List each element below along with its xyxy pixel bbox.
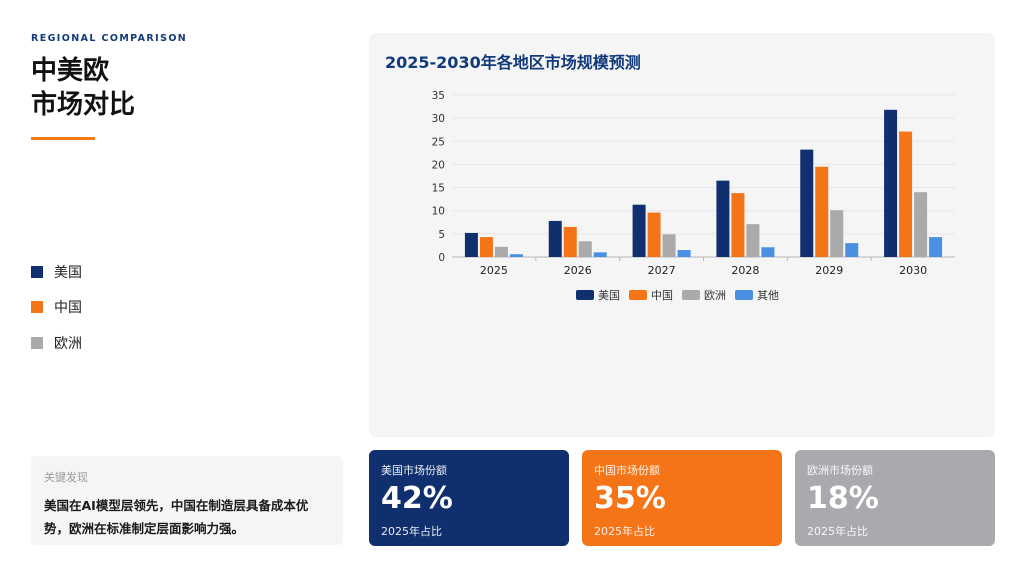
- legend-swatch: [576, 290, 594, 300]
- y-tick-label: 15: [432, 183, 445, 195]
- bar: [632, 204, 646, 257]
- x-tick-label: 2030: [899, 264, 927, 277]
- card-china-label: 中国市场份额: [594, 464, 660, 477]
- legend-swatch: [629, 290, 647, 300]
- bar: [914, 192, 928, 257]
- bar: [464, 232, 478, 257]
- card-europe-value: 18%: [807, 481, 879, 516]
- y-tick-label: 30: [432, 113, 445, 125]
- x-tick-label: 2026: [564, 264, 592, 277]
- x-tick-label: 2025: [480, 264, 508, 277]
- side-legend-swatch-china: [31, 301, 43, 314]
- key-finding-label: 关键发现: [44, 471, 88, 484]
- legend-label: 美国: [598, 289, 620, 302]
- chart-panel: 0 5 10 15 20 25 30 35 2025 2026 2027 2028 2029 2030 美国…: [369, 33, 995, 437]
- key-finding-text: 美国在AI模型层领先，中国在制造层具备成本优势，欧洲在标准制定层面影响力强。: [44, 498, 309, 536]
- card-us-share: 美国市场份额 42% 2025年占比: [369, 450, 569, 546]
- side-legend-label-china: 中国: [54, 300, 82, 317]
- bar: [479, 237, 493, 257]
- bar: [815, 166, 829, 257]
- bar: [578, 241, 592, 257]
- bar: [830, 210, 844, 257]
- bar: [845, 243, 859, 257]
- legend-swatch: [735, 290, 753, 300]
- card-us-label: 美国市场份额: [381, 464, 447, 477]
- card-us-value: 42%: [381, 481, 453, 516]
- bar: [593, 252, 607, 257]
- side-legend: 美国 中国 欧洲: [31, 254, 82, 361]
- bar: [884, 109, 898, 257]
- side-legend-label-europe: 欧洲: [54, 335, 82, 352]
- bar: [761, 247, 775, 257]
- side-legend-label-us: 美国: [54, 264, 82, 281]
- bar: [800, 149, 814, 257]
- card-us-sub: 2025年占比: [381, 525, 442, 538]
- card-china-share: 中国市场份额 35% 2025年占比: [582, 450, 782, 546]
- title-line-1: 中美欧: [31, 56, 110, 86]
- key-finding-box: 关键发现 美国在AI模型层领先，中国在制造层具备成本优势，欧洲在标准制定层面影响…: [31, 456, 343, 545]
- bar: [899, 131, 913, 257]
- y-tick-label: 35: [432, 90, 445, 102]
- x-tick-label: 2028: [731, 264, 759, 277]
- card-europe-sub: 2025年占比: [807, 525, 868, 538]
- bar: [662, 234, 676, 257]
- card-europe-label: 欧洲市场份额: [807, 464, 873, 477]
- bar: [509, 254, 523, 257]
- title-line-2: 市场对比: [31, 90, 136, 120]
- chart-title: 2025-2030年各地区市场规模预测: [385, 53, 641, 72]
- card-china-value: 35%: [594, 481, 666, 516]
- legend-label: 中国: [651, 289, 673, 302]
- x-tick-label: 2029: [815, 264, 843, 277]
- page-title: 中美欧 市场对比: [31, 54, 331, 122]
- legend-label: 欧洲: [704, 289, 726, 302]
- bar: [929, 237, 943, 257]
- side-legend-swatch-us: [31, 265, 43, 278]
- title-accent-bar: [31, 137, 95, 140]
- side-legend-item-us: 美国: [31, 254, 82, 290]
- y-tick-label: 5: [438, 229, 445, 241]
- y-tick-label: 10: [432, 206, 445, 218]
- bar: [548, 220, 562, 257]
- card-europe-share: 欧洲市场份额 18% 2025年占比: [795, 450, 995, 546]
- bar: [731, 193, 745, 257]
- legend-label: 其他: [757, 289, 779, 302]
- side-legend-item-europe: 欧洲: [31, 325, 82, 361]
- eyebrow-label: REGIONAL COMPARISON: [31, 33, 188, 44]
- bar: [746, 224, 760, 257]
- legend-swatch: [682, 290, 700, 300]
- y-tick-label: 25: [432, 136, 445, 148]
- bar: [647, 212, 661, 257]
- y-tick-label: 0: [438, 252, 445, 264]
- x-tick-label: 2027: [648, 264, 676, 277]
- bar: [563, 226, 577, 257]
- side-legend-swatch-europe: [31, 336, 43, 349]
- bar: [716, 180, 730, 257]
- bar: [494, 246, 508, 257]
- side-legend-item-china: 中国: [31, 290, 82, 326]
- bar: [677, 250, 691, 257]
- card-china-sub: 2025年占比: [594, 525, 655, 538]
- y-tick-label: 20: [432, 159, 445, 171]
